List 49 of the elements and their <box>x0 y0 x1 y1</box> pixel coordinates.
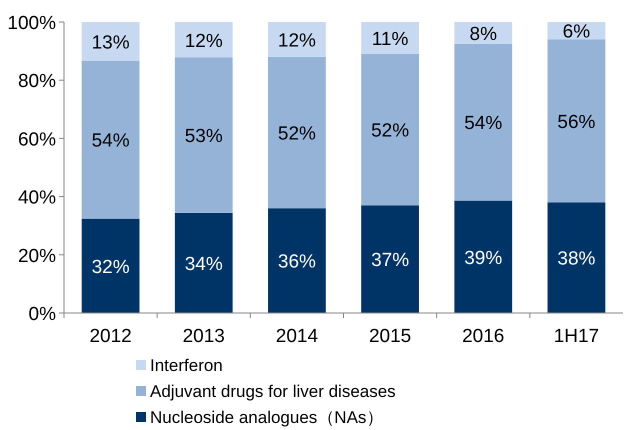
bar <box>268 208 326 313</box>
text: 34% <box>184 254 223 275</box>
x-tick-label: 2013 <box>182 326 225 347</box>
y-tick-label: 20% <box>18 246 56 267</box>
bar <box>268 22 326 57</box>
y-tick-label: 0% <box>28 304 56 325</box>
bar <box>82 218 140 313</box>
text: 52% <box>371 120 410 142</box>
x-tick-label: 2016 <box>462 326 504 347</box>
text: 6% <box>562 22 590 43</box>
bar <box>174 212 233 313</box>
bar <box>174 22 233 58</box>
text: 8% <box>470 24 497 45</box>
text: 56% <box>557 112 596 133</box>
text: 54% <box>464 113 502 134</box>
bar <box>82 22 140 61</box>
x-tick-label: 1H17 <box>554 326 600 347</box>
text: 53% <box>184 126 223 148</box>
text: 52% <box>278 124 316 145</box>
text: 54% <box>92 130 130 152</box>
text: 13% <box>92 32 130 54</box>
text: 12% <box>184 30 223 52</box>
text: 36% <box>278 252 316 273</box>
bar <box>361 205 419 313</box>
x-tick-label: 2014 <box>276 326 318 347</box>
legend-label: Interferon <box>150 356 223 375</box>
text: 11% <box>372 29 408 50</box>
bar <box>361 54 419 206</box>
x-tick-label: 2012 <box>89 326 132 347</box>
legend-label: Adjuvant drugs for liver diseases <box>150 382 396 401</box>
bar <box>174 58 233 213</box>
y-tick-label: 80% <box>18 71 56 92</box>
x-tick-label: 2015 <box>368 326 412 347</box>
bar <box>548 39 606 202</box>
bar <box>454 44 512 201</box>
legend-label: Nucleoside analogues（NAs） <box>150 408 384 427</box>
y-tick-label: 40% <box>18 188 56 209</box>
y-tick-label: 100% <box>7 13 56 34</box>
text: 32% <box>92 256 130 278</box>
text: 37% <box>371 250 410 272</box>
bar <box>454 200 512 313</box>
bar <box>268 56 326 208</box>
bar <box>548 202 606 313</box>
bar <box>361 22 419 54</box>
text: 39% <box>464 248 502 269</box>
y-tick-label: 60% <box>18 129 56 150</box>
text: 12% <box>278 30 316 52</box>
bar <box>82 60 140 219</box>
text: 38% <box>557 248 596 270</box>
